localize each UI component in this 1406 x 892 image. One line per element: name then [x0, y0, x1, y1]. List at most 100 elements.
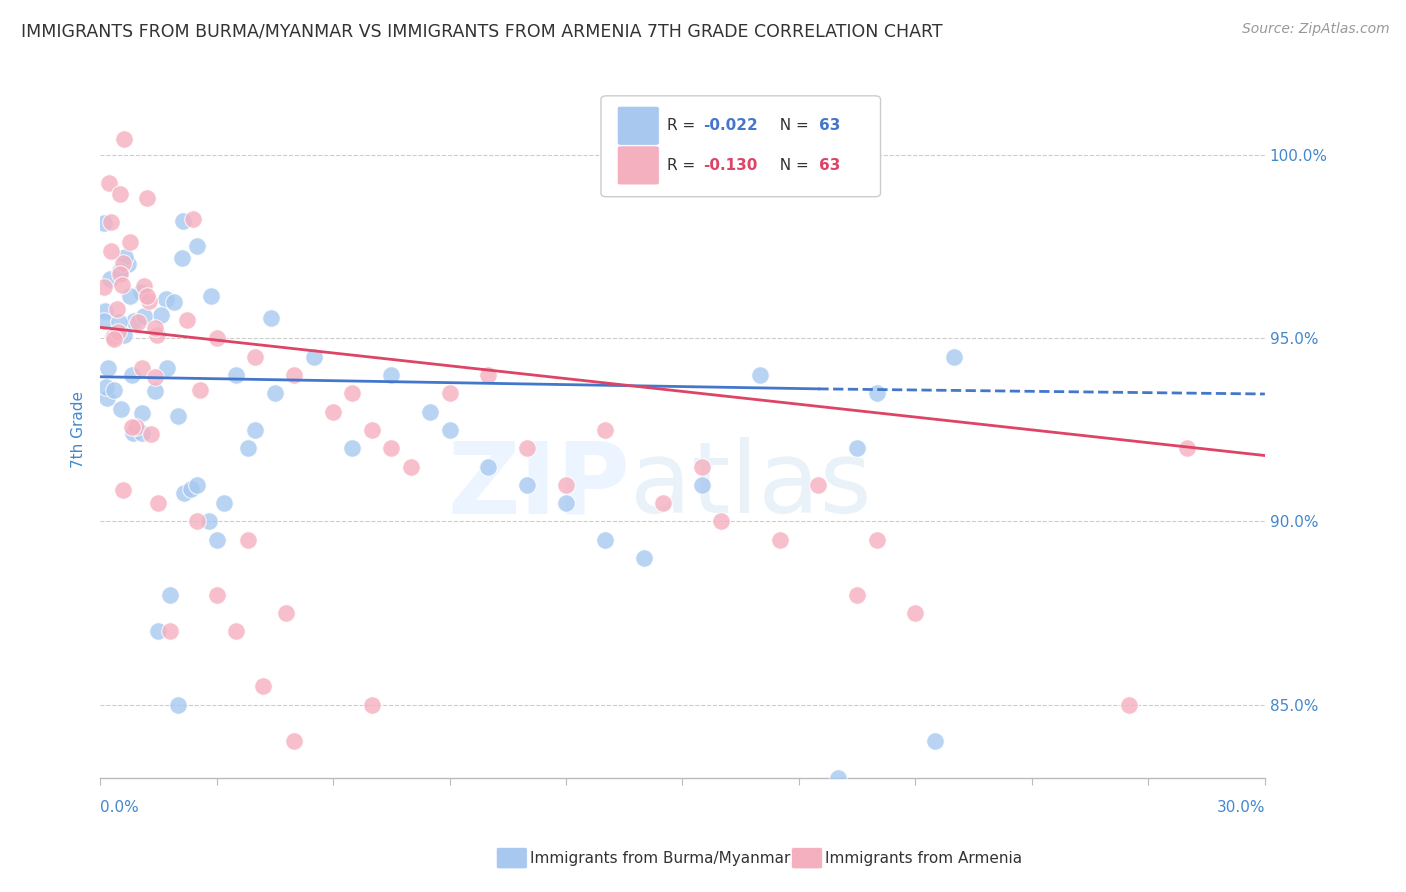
Point: [214, 496, 236, 510]
Point: [439, 386, 461, 401]
Text: Immigrants from Burma/Myanmar: Immigrants from Burma/Myanmar: [530, 851, 790, 865]
Point: [652, 496, 675, 510]
Point: [159, 624, 181, 639]
Text: R =: R =: [668, 119, 700, 133]
Point: [593, 423, 616, 437]
Point: [283, 734, 305, 748]
Text: 63: 63: [818, 119, 841, 133]
Point: [159, 588, 181, 602]
Point: [865, 386, 887, 401]
Point: [180, 482, 202, 496]
Point: [112, 131, 135, 145]
Text: atlas: atlas: [630, 437, 872, 534]
Point: [768, 533, 790, 547]
Text: 63: 63: [818, 158, 841, 173]
Point: [172, 214, 194, 228]
Point: [1175, 441, 1198, 455]
Text: N =: N =: [770, 119, 814, 133]
Point: [710, 515, 733, 529]
Point: [283, 368, 305, 382]
Point: [924, 734, 946, 748]
Point: [225, 368, 247, 382]
Point: [111, 483, 134, 497]
Point: [94, 304, 117, 318]
Point: [252, 679, 274, 693]
Point: [516, 478, 538, 492]
Text: 30.0%: 30.0%: [1216, 800, 1265, 815]
Text: 0.0%: 0.0%: [100, 800, 139, 815]
Point: [148, 624, 170, 639]
Point: [1118, 698, 1140, 712]
Point: [477, 368, 499, 382]
Point: [186, 239, 208, 253]
Point: [166, 698, 188, 712]
Point: [361, 423, 384, 437]
Point: [149, 308, 172, 322]
Point: [186, 478, 208, 492]
Point: [172, 251, 194, 265]
Point: [101, 330, 124, 344]
Point: [276, 606, 298, 620]
Point: [555, 478, 578, 492]
Point: [100, 244, 122, 258]
Point: [135, 289, 157, 303]
Point: [103, 383, 125, 397]
Point: [198, 515, 221, 529]
Text: Immigrants from Armenia: Immigrants from Armenia: [825, 851, 1022, 865]
Point: [131, 361, 153, 376]
Point: [205, 588, 228, 602]
Point: [183, 212, 205, 227]
Point: [176, 313, 198, 327]
Point: [136, 191, 159, 205]
Point: [163, 294, 186, 309]
Point: [399, 459, 422, 474]
Point: [110, 402, 132, 417]
Point: [807, 478, 830, 492]
Point: [110, 277, 132, 292]
FancyBboxPatch shape: [617, 146, 659, 185]
Point: [690, 459, 713, 474]
Point: [380, 368, 402, 382]
Point: [342, 386, 364, 401]
Point: [205, 533, 228, 547]
Point: [555, 496, 578, 510]
Point: [108, 264, 131, 278]
Point: [205, 331, 228, 345]
Point: [245, 350, 267, 364]
Point: [143, 320, 166, 334]
Point: [132, 279, 155, 293]
Point: [943, 350, 966, 364]
Point: [97, 176, 120, 190]
Point: [138, 294, 160, 309]
Point: [143, 370, 166, 384]
Point: [97, 361, 120, 376]
Point: [93, 279, 115, 293]
Point: [112, 256, 135, 270]
Text: ZIP: ZIP: [447, 437, 630, 534]
Point: [263, 386, 285, 401]
Point: [380, 441, 402, 455]
Point: [125, 419, 148, 434]
Point: [121, 368, 143, 383]
Point: [200, 288, 222, 302]
Point: [114, 250, 136, 264]
Point: [121, 425, 143, 440]
Point: [127, 314, 149, 328]
Point: [107, 325, 129, 339]
Point: [477, 459, 499, 474]
Point: [146, 327, 169, 342]
Point: [188, 383, 211, 397]
Point: [148, 496, 170, 510]
Point: [120, 289, 142, 303]
Point: [93, 216, 115, 230]
Point: [260, 311, 283, 326]
Point: [827, 771, 849, 785]
Text: Source: ZipAtlas.com: Source: ZipAtlas.com: [1241, 22, 1389, 37]
Point: [322, 404, 344, 418]
Text: -0.130: -0.130: [703, 158, 758, 173]
Point: [139, 427, 162, 442]
Point: [122, 314, 145, 328]
Text: IMMIGRANTS FROM BURMA/MYANMAR VS IMMIGRANTS FROM ARMENIA 7TH GRADE CORRELATION C: IMMIGRANTS FROM BURMA/MYANMAR VS IMMIGRA…: [21, 22, 942, 40]
Point: [131, 426, 153, 441]
Point: [110, 186, 132, 201]
